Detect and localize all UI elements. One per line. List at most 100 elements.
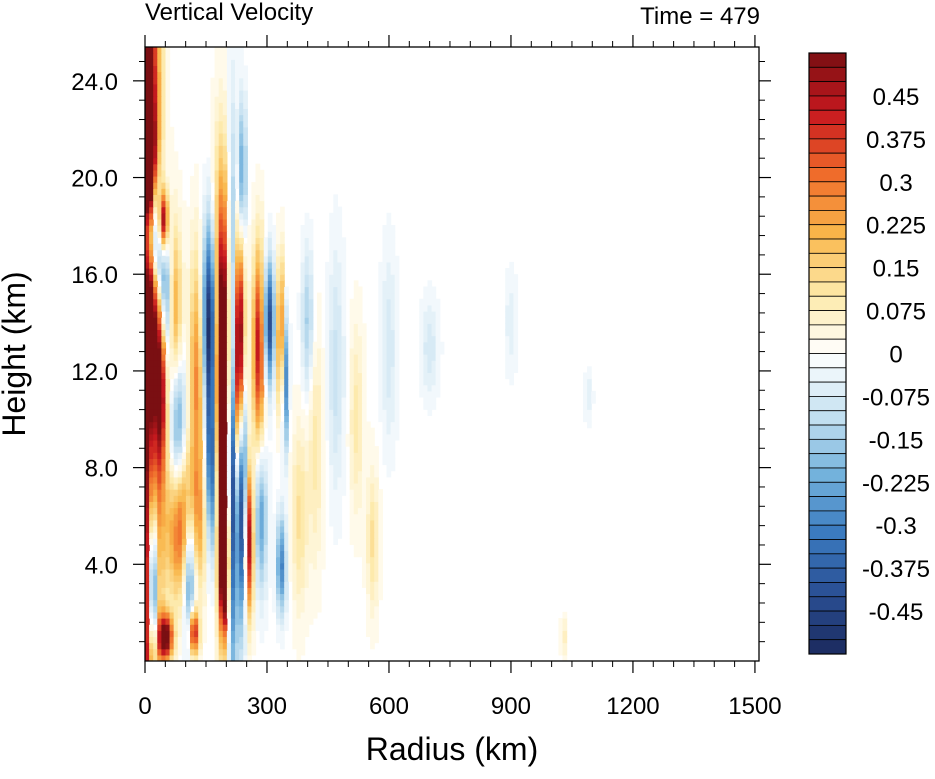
field-cell <box>337 470 343 478</box>
field-cell <box>165 255 171 263</box>
field-cell <box>145 218 150 226</box>
field-cell <box>173 575 179 582</box>
field-cell <box>280 390 285 398</box>
field-cell <box>202 421 207 429</box>
field-cell <box>378 556 384 564</box>
field-cell <box>333 439 338 447</box>
field-cell <box>173 249 179 257</box>
field-cell <box>263 587 269 595</box>
field-cell <box>370 501 375 509</box>
field-cell <box>218 255 224 263</box>
field-cell <box>275 378 281 386</box>
field-cell <box>202 249 207 257</box>
field-cell <box>210 446 216 453</box>
field-cell <box>235 175 240 183</box>
field-cell <box>378 335 384 343</box>
field-cell <box>230 89 236 97</box>
field-cell <box>263 599 269 607</box>
field-cell <box>361 501 367 509</box>
field-cell <box>198 464 203 472</box>
field-cell <box>202 476 207 484</box>
field-cell <box>275 354 281 361</box>
field-cell <box>177 562 183 570</box>
field-cell <box>230 261 236 269</box>
field-cell <box>222 261 228 269</box>
field-cell <box>423 366 429 374</box>
field-cell <box>218 618 224 625</box>
field-cell <box>255 403 261 410</box>
field-cell <box>235 311 240 318</box>
field-cell <box>243 77 248 85</box>
field-cell <box>173 151 179 159</box>
field-cell <box>206 212 212 220</box>
field-cell <box>280 624 285 631</box>
field-cell <box>255 292 261 300</box>
field-cell <box>341 415 347 423</box>
field-cell <box>157 218 162 226</box>
field-cell <box>239 556 244 564</box>
field-cell <box>374 482 379 490</box>
field-cell <box>239 452 244 459</box>
field-cell <box>300 433 306 441</box>
field-cell <box>370 513 375 521</box>
field-cell <box>275 360 281 367</box>
field-cell <box>255 409 261 416</box>
field-cell <box>300 372 306 380</box>
field-cell <box>226 654 232 661</box>
field-cell <box>173 255 179 263</box>
field-cell <box>382 439 388 447</box>
field-cell <box>222 390 228 398</box>
field-cell <box>153 274 158 281</box>
field-cell <box>230 268 236 275</box>
field-cell <box>267 354 273 361</box>
field-cell <box>321 366 326 374</box>
colorbar-bin <box>808 109 847 125</box>
field-cell <box>329 495 334 502</box>
field-cell <box>251 519 257 527</box>
field-cell <box>263 304 269 312</box>
field-cell <box>185 611 191 619</box>
field-cell <box>177 188 183 195</box>
field-cell <box>206 182 212 189</box>
field-cell <box>284 593 289 601</box>
field-cell <box>153 403 158 410</box>
field-cell <box>235 231 240 238</box>
field-cell <box>157 396 162 404</box>
field-cell <box>329 366 334 374</box>
field-cell <box>275 323 281 331</box>
field-cell <box>349 532 355 539</box>
field-cell <box>239 65 244 73</box>
field-cell <box>308 618 314 625</box>
field-cell <box>370 476 375 484</box>
field-cell <box>226 317 232 324</box>
field-cell <box>259 292 265 300</box>
field-cell <box>587 421 592 429</box>
field-cell <box>292 605 298 613</box>
field-cell <box>235 329 240 337</box>
field-cell <box>431 384 437 392</box>
field-cell <box>361 452 367 459</box>
field-cell <box>161 126 167 134</box>
field-cell <box>153 654 158 661</box>
field-cell <box>275 562 281 570</box>
field-cell <box>161 317 167 324</box>
field-cell <box>235 292 240 300</box>
field-cell <box>202 433 207 441</box>
field-cell <box>185 341 191 349</box>
colorbar-bin <box>808 181 847 197</box>
field-cell <box>349 538 355 545</box>
field-cell <box>300 525 306 533</box>
field-cell <box>337 396 343 404</box>
field-cell <box>206 384 212 392</box>
field-cell <box>218 243 224 251</box>
field-cell <box>165 495 171 502</box>
colorbar-tick-label: 0.3 <box>879 170 912 197</box>
field-cell <box>185 513 191 521</box>
field-cell <box>386 317 392 324</box>
field-cell <box>181 403 187 410</box>
field-cell <box>181 618 187 625</box>
field-cell <box>312 403 318 410</box>
field-cell <box>230 200 236 208</box>
field-cell <box>190 372 195 380</box>
field-cell <box>206 175 212 183</box>
